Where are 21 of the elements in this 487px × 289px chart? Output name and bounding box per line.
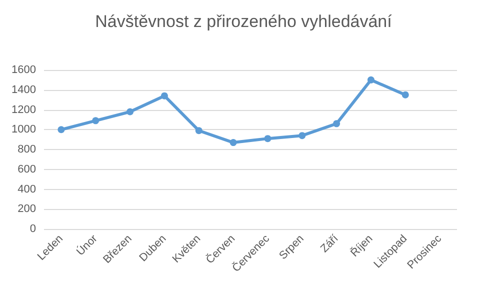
point <box>402 91 409 98</box>
point <box>195 127 202 134</box>
y-tick-label: 400 <box>18 183 36 196</box>
point <box>333 120 340 128</box>
y-tick-label: 1000 <box>12 124 36 136</box>
y-tick-label: 1600 <box>12 64 36 76</box>
point <box>92 117 100 124</box>
point <box>230 139 237 146</box>
y-tick-label: 200 <box>18 203 36 216</box>
y-tick-label: 0 <box>30 223 36 235</box>
point <box>298 132 306 140</box>
point <box>58 126 65 134</box>
chart-title: Návštěvnost z přirozeného vyhledávání <box>95 12 392 31</box>
y-tick-label: 600 <box>18 163 36 176</box>
point <box>264 135 272 142</box>
y-tick-label: 1400 <box>12 84 36 96</box>
point <box>367 76 374 84</box>
point <box>126 108 134 116</box>
point <box>160 92 168 100</box>
y-tick-label: 800 <box>18 144 36 156</box>
y-tick-label: 1200 <box>12 104 36 116</box>
